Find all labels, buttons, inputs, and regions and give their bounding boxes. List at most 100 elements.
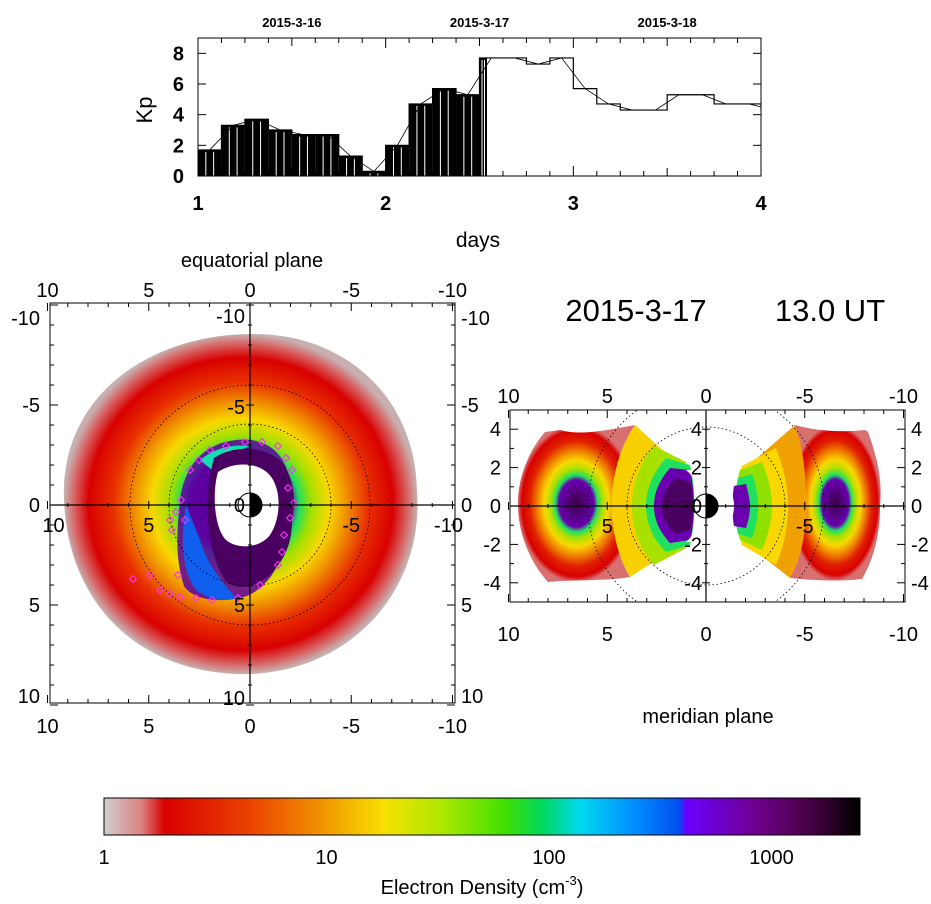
kp-y-tick-label: 6 bbox=[173, 74, 184, 96]
eq-top-tick-label: -5 bbox=[342, 280, 360, 302]
colorbar-gradient bbox=[103, 797, 861, 836]
kp-x-ticks: 1 2 3 4 bbox=[192, 38, 767, 215]
kp-x-tick-label: 3 bbox=[568, 193, 579, 215]
plasmapause-marker bbox=[207, 595, 217, 605]
meridian-panel: 10 10 5 5 0 0 -5 -5 -10 -10 4 4 4 2 2 2 0 0 0 -2 -2 -2 -4 -4 -4 5… bbox=[483, 386, 929, 728]
me-axis-tick-label: 5 bbox=[602, 516, 613, 538]
me-bottom-tick-label: -10 bbox=[889, 624, 918, 646]
kp-date-label: 2015-3-16 bbox=[262, 15, 321, 30]
eq-bottom-tick-label: -10 bbox=[438, 716, 467, 738]
plasmapause-markers bbox=[128, 437, 299, 605]
eq-left-tick-label: 0 bbox=[29, 495, 40, 517]
kp-y-axis-label: Kp bbox=[132, 97, 157, 124]
colorbar-label: Electron Density (cm-3) bbox=[381, 873, 584, 899]
eq-left-tick-label: 5 bbox=[29, 595, 40, 617]
plasmapause-marker bbox=[283, 483, 293, 493]
plasmapause-marker bbox=[180, 515, 190, 525]
kp-bar bbox=[268, 130, 292, 176]
timestamp-time: 13.0 UT bbox=[775, 293, 885, 328]
kp-date-labels: 2015-3-16 2015-3-17 2015-3-18 bbox=[262, 15, 697, 30]
me-top-tick-label: 10 bbox=[497, 386, 519, 408]
kp-x-axis-label: days bbox=[456, 229, 500, 252]
plasmapause-marker bbox=[165, 589, 175, 599]
kp-filled-bars bbox=[198, 57, 488, 176]
plasmapause-marker bbox=[289, 498, 299, 508]
kp-y-tick-label: 0 bbox=[173, 166, 184, 188]
plasmapause-marker bbox=[279, 530, 289, 540]
plasmapause-marker bbox=[281, 453, 291, 463]
eq-axis-tick-label: 5 bbox=[234, 595, 245, 617]
eq-right-tick-label: 0 bbox=[461, 495, 472, 517]
kp-y-tick-label: 2 bbox=[173, 135, 184, 157]
kp-bar bbox=[362, 171, 386, 176]
timestamp-date: 2015-3-17 bbox=[565, 293, 706, 328]
kp-x-tick-label: 1 bbox=[192, 193, 203, 215]
plasmapause-marker bbox=[257, 437, 267, 447]
eq-left-tick-label: 10 bbox=[18, 686, 40, 708]
eq-axis-tick-label: 5 bbox=[143, 515, 154, 537]
equatorial-panel: equatorial plane 10 10 5 5 0 0 -5 -5 -10 -10 -10 -1… bbox=[11, 250, 490, 738]
me-left-tick-label: -2 bbox=[483, 534, 501, 556]
eq-bottom-tick-label: 0 bbox=[244, 716, 255, 738]
plasmapause-marker bbox=[191, 593, 201, 603]
colorbar: 1 10 100 1000 Electron Density (cm-3) bbox=[98, 797, 861, 899]
kp-bar bbox=[291, 134, 316, 176]
colorbar-label-exponent: -3 bbox=[565, 873, 577, 888]
colorbar-tick-label: 1000 bbox=[749, 847, 794, 869]
me-right-tick-label: 2 bbox=[911, 458, 922, 480]
eq-top-tick-label: 0 bbox=[244, 280, 255, 302]
colorbar-ticks: 1 10 100 1000 bbox=[98, 847, 793, 869]
me-axis-tick-label: 0 bbox=[691, 496, 702, 518]
kp-y-tick-label: 8 bbox=[173, 43, 184, 65]
equatorial-ticks: 10 10 5 5 0 0 -5 -5 -10 -10 -10 -10 -5 -5 0 0 5 5 10 10 -10 -… bbox=[11, 280, 490, 738]
me-left-tick-label: 4 bbox=[490, 419, 501, 441]
colorbar-label-suffix: ) bbox=[577, 877, 584, 899]
plasmapause-marker bbox=[165, 515, 175, 525]
eq-top-tick-label: 10 bbox=[36, 280, 58, 302]
plasmapause-marker bbox=[240, 437, 250, 447]
kp-bar bbox=[198, 149, 222, 176]
plasmapause-marker bbox=[205, 445, 215, 455]
colorbar-tick-label: 10 bbox=[315, 847, 337, 869]
me-axis-tick-label: -5 bbox=[796, 516, 814, 538]
kp-bar bbox=[456, 94, 480, 176]
plasmapause-marker bbox=[277, 547, 287, 557]
plasmapause-marker bbox=[167, 525, 177, 535]
plasmapause-marker bbox=[171, 507, 181, 517]
equatorial-frame bbox=[49, 302, 456, 704]
plasmapause-marker bbox=[221, 441, 231, 451]
kp-date-label: 2015-3-18 bbox=[638, 15, 697, 30]
plasmapause-marker bbox=[175, 592, 185, 602]
eq-bottom-tick-label: -5 bbox=[342, 716, 360, 738]
eq-axis-tick-label: 0 bbox=[234, 495, 245, 517]
plasmapause-marker bbox=[173, 570, 183, 580]
eq-axis-tick-label: -5 bbox=[227, 397, 245, 419]
kp-bar bbox=[315, 134, 339, 176]
eq-right-tick-label: 5 bbox=[461, 595, 472, 617]
kp-bar bbox=[432, 88, 457, 176]
kp-bar bbox=[385, 145, 410, 176]
plasmapause-marker bbox=[287, 465, 297, 475]
plasmapause-marker bbox=[255, 580, 265, 590]
me-bottom-tick-label: 10 bbox=[497, 624, 519, 646]
me-top-tick-label: 5 bbox=[602, 386, 613, 408]
timestamp: 2015-3-17 13.0 UT bbox=[565, 293, 885, 328]
me-right-tick-label: -2 bbox=[911, 534, 929, 556]
eq-axis-tick-label: -10 bbox=[216, 306, 245, 328]
eq-top-tick-label: 5 bbox=[143, 280, 154, 302]
eq-right-tick-label: -5 bbox=[461, 395, 479, 417]
plasmapause-marker bbox=[194, 455, 204, 465]
kp-y-ticks: 0 2 4 6 8 bbox=[173, 43, 761, 188]
kp-x-tick-label: 4 bbox=[755, 193, 767, 215]
me-axis-tick-label: 4 bbox=[691, 419, 702, 441]
kp-x-tick-label: 2 bbox=[380, 193, 391, 215]
kp-bar bbox=[221, 125, 245, 176]
eq-bottom-tick-label: 5 bbox=[143, 716, 154, 738]
plasmapause-marker bbox=[273, 441, 283, 451]
eq-axis-tick-label: -5 bbox=[342, 515, 360, 537]
me-right-tick-label: -4 bbox=[911, 573, 929, 595]
eq-bottom-tick-label: 10 bbox=[36, 716, 58, 738]
eq-right-tick-label: -10 bbox=[461, 308, 490, 330]
me-bottom-tick-label: 0 bbox=[700, 624, 711, 646]
